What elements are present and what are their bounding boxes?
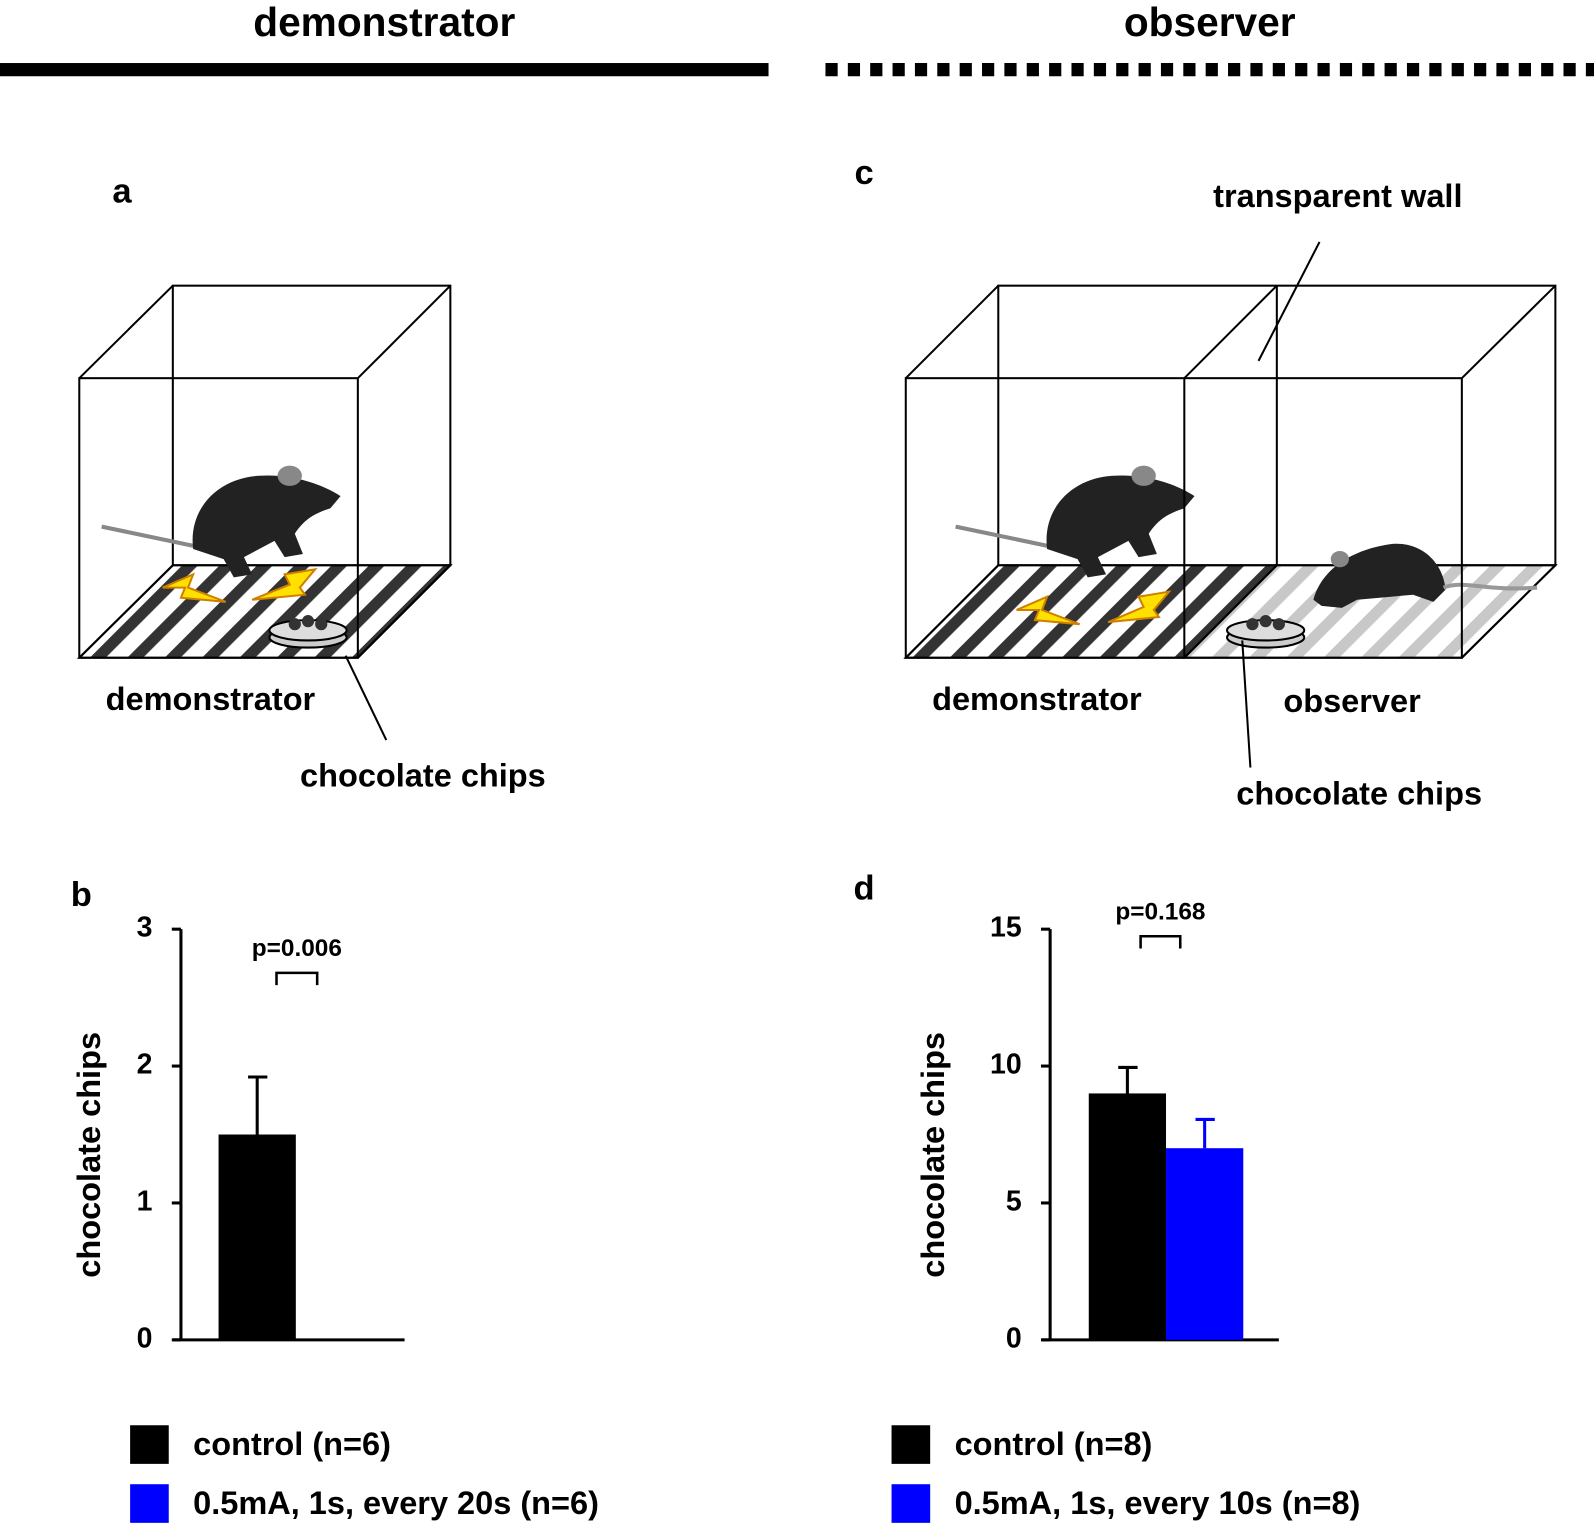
legend-label: control (n=6) xyxy=(193,1426,391,1462)
y-tick-label: 0 xyxy=(1006,1322,1022,1354)
panel-label: a xyxy=(112,172,132,210)
y-axis-label: chocolate chips xyxy=(71,1032,107,1278)
error-bar xyxy=(1195,1117,1215,1149)
y-tick-label: 15 xyxy=(990,912,1022,944)
header-right: observer xyxy=(1124,0,1296,45)
legend-swatch xyxy=(130,1425,169,1464)
y-tick-label: 10 xyxy=(990,1049,1022,1081)
diagram-label: observer xyxy=(1283,683,1421,719)
header-rule xyxy=(0,63,769,77)
diagram-label: demonstrator xyxy=(106,681,316,717)
significance-bracket xyxy=(275,971,319,986)
y-tick-label: 5 xyxy=(1006,1185,1022,1217)
y-axis-label: chocolate chips xyxy=(915,1032,951,1278)
legend-label: 0.5mA, 1s, every 10s (n=8) xyxy=(955,1485,1361,1521)
annotation: p=0.168 xyxy=(1115,898,1205,925)
bar xyxy=(1088,1093,1167,1340)
bar xyxy=(218,1134,296,1340)
legend-swatch xyxy=(891,1484,931,1523)
cage-c xyxy=(903,241,1558,768)
significance-bracket xyxy=(1139,935,1182,949)
diagram-label: chocolate chips xyxy=(1236,776,1482,812)
legend-swatch xyxy=(130,1484,169,1523)
error-bar xyxy=(248,1075,268,1135)
legend-label: control (n=8) xyxy=(955,1426,1153,1462)
annotation: p=0.006 xyxy=(252,935,342,962)
y-tick-label: 0 xyxy=(137,1322,153,1354)
cage-a xyxy=(76,284,453,741)
diagram-label: demonstrator xyxy=(932,681,1142,717)
y-tick-label: 3 xyxy=(137,912,153,944)
diagram-label: transparent wall xyxy=(1213,178,1462,214)
error-bar xyxy=(1118,1065,1138,1094)
bar xyxy=(1166,1148,1244,1340)
legend-swatch xyxy=(891,1425,931,1464)
panel-label: c xyxy=(854,154,873,192)
header-left: demonstrator xyxy=(253,0,515,45)
legend-label: 0.5mA, 1s, every 20s (n=6) xyxy=(193,1485,599,1521)
diagram-label: chocolate chips xyxy=(300,757,546,793)
panel-label: b xyxy=(71,876,92,914)
panel-label: d xyxy=(854,870,875,908)
y-tick-label: 2 xyxy=(137,1049,153,1081)
y-tick-label: 1 xyxy=(137,1185,153,1217)
